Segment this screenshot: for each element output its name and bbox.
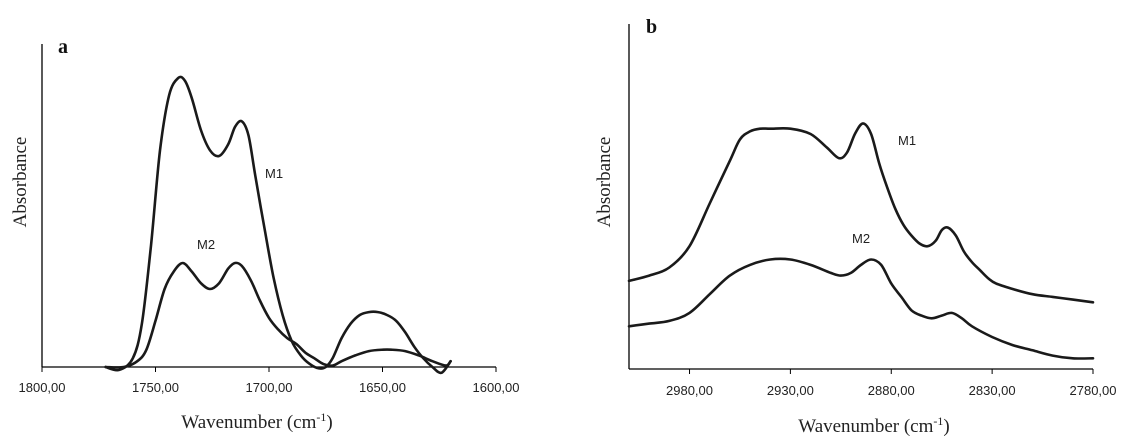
panel-b-series-m2-line	[627, 257, 1095, 360]
panel-a: a Absorbance Wavenumber (cm-1) 1800,00 17…	[10, 36, 520, 433]
panel-b-x-tick-label: 2880,00	[868, 383, 915, 398]
panel-a-x-axis-title-main: Wavenumber (cm	[181, 412, 316, 433]
panel-b-y-axis-title: Absorbance	[594, 137, 615, 228]
panel-b-x-axis-title: Wavenumber (cm-1)	[798, 414, 949, 436]
panel-a-y-axis-title: Absorbance	[10, 137, 31, 228]
panel-a-series-m2-line	[104, 261, 452, 369]
panel-a-x-ticks: 1800,00 1750,00 1700,00 1650,00 1600,00	[19, 367, 520, 395]
panel-a-letter: a	[58, 36, 68, 58]
panel-b-x-axis-title-sup: -1	[933, 414, 943, 428]
panel-b-x-axis-title-close: )	[943, 416, 949, 436]
panel-b-series-label-m2: M2	[852, 231, 870, 246]
panel-a-series	[104, 75, 452, 375]
panel-b-x-ticks: 2980,00 2930,00 2880,00 2830,00 2780,00	[666, 369, 1117, 398]
panel-a-x-tick-label: 1750,00	[132, 380, 179, 395]
panel-a-x-tick-label: 1650,00	[359, 380, 406, 395]
panel-a-series-m1-line	[104, 75, 452, 375]
panel-a-x-tick-label: 1700,00	[246, 380, 293, 395]
panel-a-x-tick-label: 1600,00	[473, 380, 520, 395]
panel-b-x-tick-label: 2930,00	[767, 383, 814, 398]
panel-b-series-label-m1: M1	[898, 133, 916, 148]
panel-a-series-label-m2: M2	[197, 237, 215, 252]
panel-b-letter: b	[646, 16, 657, 38]
panel-a-x-axis-title: Wavenumber (cm-1)	[181, 410, 332, 433]
panel-b-series-m1-line	[627, 122, 1095, 304]
panel-b-x-tick-label: 2780,00	[1070, 383, 1117, 398]
panel-b-x-axis-title-main: Wavenumber (cm	[798, 416, 933, 436]
panel-a-x-tick-label: 1800,00	[19, 380, 66, 395]
panel-b-x-tick-label: 2980,00	[666, 383, 713, 398]
panel-a-x-axis-title-close: )	[326, 412, 332, 433]
panel-b-series	[627, 122, 1095, 360]
panel-b-x-tick-label: 2830,00	[969, 383, 1016, 398]
panel-b: b Absorbance Wavenumber (cm-1) 2980,00 29…	[594, 16, 1117, 436]
panel-a-series-label-m1: M1	[265, 166, 283, 181]
panel-a-x-axis-title-sup: -1	[316, 410, 326, 424]
